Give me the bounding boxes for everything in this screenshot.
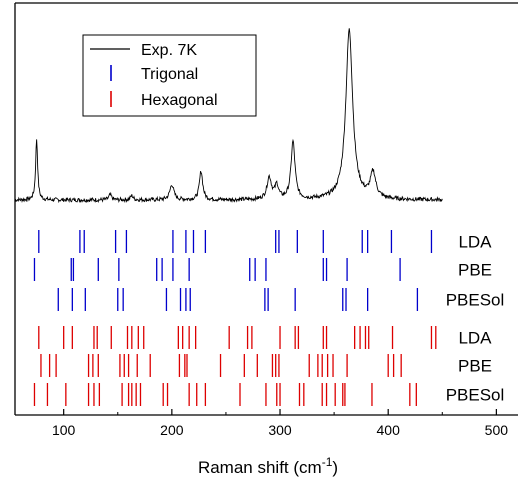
x-axis-title: Raman shift (cm-1): [198, 455, 338, 477]
x-tick-label: 400: [377, 422, 401, 438]
x-tick-label: 200: [160, 422, 184, 438]
stick-row-hexagonal-pbesol: [33, 383, 417, 406]
legend: Exp. 7K Trigonal Hexagonal: [82, 34, 257, 117]
row-label-lda: LDA: [458, 233, 492, 252]
row-label-pbesol: PBESol: [446, 386, 505, 405]
plot-frame: [14, 2, 518, 416]
stick-row-trigonal-lda: [38, 230, 433, 253]
row-label-lda: LDA: [458, 329, 492, 348]
legend-entry-label: Exp. 7K: [141, 42, 197, 59]
row-labels: LDA PBE PBESol LDA PBE PBESol: [446, 233, 505, 405]
stick-series: [33, 230, 437, 406]
stick-row-trigonal-pbesol: [57, 288, 419, 311]
legend-entry-label: Trigonal: [141, 66, 198, 83]
x-tick-label: 100: [52, 422, 76, 438]
stick-row-hexagonal-pbe: [40, 354, 402, 377]
row-label-pbesol: PBESol: [446, 291, 505, 310]
x-tick-label: 300: [268, 422, 292, 438]
x-tick-label: 500: [485, 422, 509, 438]
row-label-pbe: PBE: [458, 357, 492, 376]
row-label-pbe: PBE: [458, 261, 492, 280]
spectrum-series: [14, 28, 443, 204]
x-axis: 100 200 300 400 500: [52, 409, 508, 438]
stick-row-trigonal-pbe: [33, 258, 401, 281]
stick-row-hexagonal-lda: [38, 326, 437, 349]
exp-7k-spectrum-line: [14, 28, 443, 204]
legend-entry-label: Hexagonal: [141, 92, 218, 109]
